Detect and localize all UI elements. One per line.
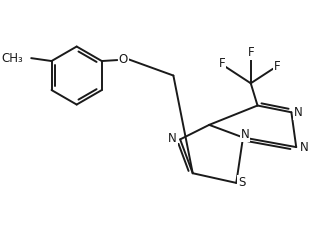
Text: S: S [238,176,246,189]
Text: N: N [299,141,308,154]
Text: F: F [247,46,254,59]
Text: CH₃: CH₃ [2,52,24,65]
Text: F: F [218,57,225,70]
Text: N: N [241,128,249,141]
Text: F: F [274,60,280,73]
Text: N: N [168,132,177,145]
Text: O: O [119,53,128,66]
Text: N: N [294,106,302,119]
